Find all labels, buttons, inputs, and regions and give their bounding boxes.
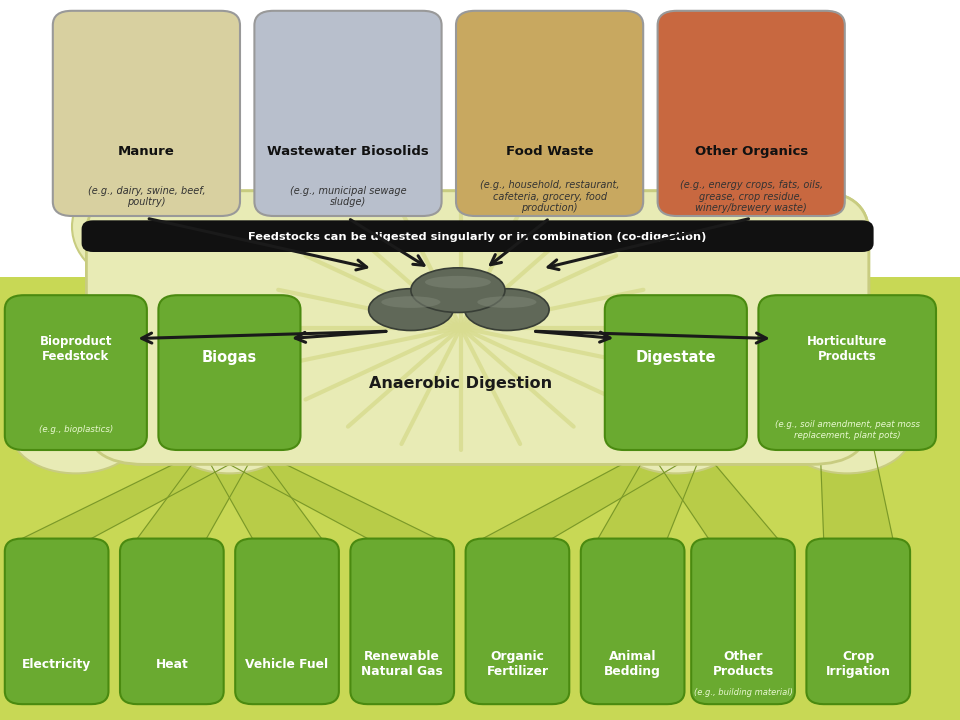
FancyBboxPatch shape [53, 11, 240, 216]
Text: Electricity: Electricity [22, 658, 91, 671]
Text: (e.g., household, restaurant,
cafeteria, grocery, food
production): (e.g., household, restaurant, cafeteria,… [480, 180, 619, 213]
Ellipse shape [477, 296, 537, 308]
Ellipse shape [677, 167, 826, 286]
Text: Wastewater Biosolids: Wastewater Biosolids [267, 145, 429, 158]
Polygon shape [137, 450, 256, 539]
Ellipse shape [11, 390, 141, 474]
Text: (e.g., bioplastics): (e.g., bioplastics) [38, 426, 113, 434]
Ellipse shape [165, 390, 294, 474]
Text: Vehicle Fuel: Vehicle Fuel [246, 658, 328, 671]
FancyBboxPatch shape [581, 539, 684, 704]
FancyBboxPatch shape [456, 11, 643, 216]
Text: Food Waste: Food Waste [506, 145, 593, 158]
Ellipse shape [611, 390, 740, 474]
Polygon shape [820, 450, 893, 539]
FancyBboxPatch shape [466, 539, 569, 704]
Ellipse shape [72, 167, 221, 286]
Text: Horticulture
Products: Horticulture Products [807, 336, 887, 364]
Ellipse shape [425, 276, 491, 289]
FancyBboxPatch shape [120, 539, 224, 704]
Text: Animal
Bedding: Animal Bedding [604, 650, 661, 678]
Ellipse shape [465, 289, 549, 330]
Polygon shape [483, 450, 703, 539]
Text: (e.g., municipal sewage
sludge): (e.g., municipal sewage sludge) [290, 186, 406, 207]
Polygon shape [203, 450, 437, 539]
Ellipse shape [782, 390, 912, 474]
Polygon shape [22, 450, 256, 539]
FancyBboxPatch shape [605, 295, 747, 450]
Text: Digestate: Digestate [636, 350, 716, 364]
FancyBboxPatch shape [86, 191, 869, 464]
Text: (e.g., dairy, swine, beef,
poultry): (e.g., dairy, swine, beef, poultry) [87, 186, 205, 207]
Text: (e.g., energy crops, fats, oils,
grease, crop residue,
winery/brewery waste): (e.g., energy crops, fats, oils, grease,… [680, 180, 823, 213]
Polygon shape [649, 450, 778, 539]
Ellipse shape [475, 167, 624, 286]
Text: Other Organics: Other Organics [695, 145, 807, 158]
FancyBboxPatch shape [5, 539, 108, 704]
Text: (e.g., soil amendment, peat moss
replacement, plant pots): (e.g., soil amendment, peat moss replace… [775, 420, 920, 440]
Polygon shape [203, 450, 322, 539]
Ellipse shape [274, 167, 422, 286]
FancyBboxPatch shape [658, 11, 845, 216]
FancyBboxPatch shape [86, 191, 869, 464]
Text: Feedstocks can be digested singularly or in combination (co-digestion): Feedstocks can be digested singularly or… [248, 232, 707, 242]
Text: Anaerobic Digestion: Anaerobic Digestion [370, 377, 552, 391]
Text: Renewable
Natural Gas: Renewable Natural Gas [361, 650, 444, 678]
FancyBboxPatch shape [254, 11, 442, 216]
Text: Biogas: Biogas [202, 350, 257, 364]
FancyBboxPatch shape [158, 295, 300, 450]
Text: Other
Products: Other Products [712, 650, 774, 678]
FancyBboxPatch shape [758, 295, 936, 450]
Text: Crop
Irrigation: Crop Irrigation [826, 650, 891, 678]
FancyBboxPatch shape [82, 220, 874, 252]
Ellipse shape [411, 268, 505, 312]
FancyBboxPatch shape [5, 295, 147, 450]
Ellipse shape [381, 296, 441, 308]
FancyBboxPatch shape [350, 539, 454, 704]
Text: (e.g., building material): (e.g., building material) [694, 688, 792, 697]
Polygon shape [598, 450, 703, 539]
FancyBboxPatch shape [691, 539, 795, 704]
Text: Manure: Manure [118, 145, 175, 158]
FancyBboxPatch shape [235, 539, 339, 704]
Text: Heat: Heat [156, 658, 188, 671]
Ellipse shape [369, 289, 453, 330]
Text: Organic
Fertilizer: Organic Fertilizer [487, 650, 548, 678]
FancyBboxPatch shape [806, 539, 910, 704]
FancyBboxPatch shape [0, 277, 960, 720]
Text: Bioproduct
Feedstock: Bioproduct Feedstock [39, 336, 112, 364]
